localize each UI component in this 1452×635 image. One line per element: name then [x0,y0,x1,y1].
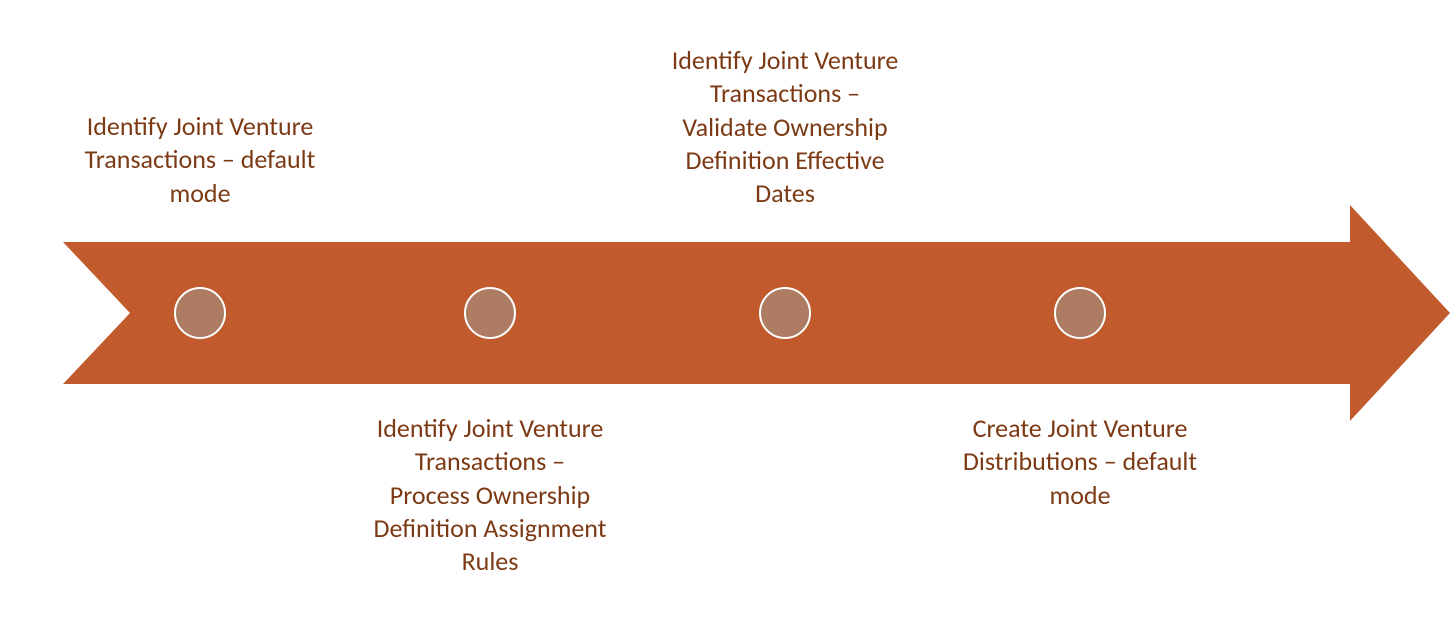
step-3-marker [759,287,811,339]
step-2-marker [464,287,516,339]
step-1-marker [174,287,226,339]
step-4-label: Create Joint Venture Distributions – def… [930,412,1230,512]
step-3-label: Identify Joint Venture Transactions – Va… [620,44,950,210]
step-2-label: Identify Joint Venture Transactions – Pr… [340,412,640,578]
step-1-label: Identify Joint Venture Transactions – de… [50,110,350,210]
process-arrow-diagram: Identify Joint Venture Transactions – de… [0,0,1452,635]
step-4-marker [1054,287,1106,339]
